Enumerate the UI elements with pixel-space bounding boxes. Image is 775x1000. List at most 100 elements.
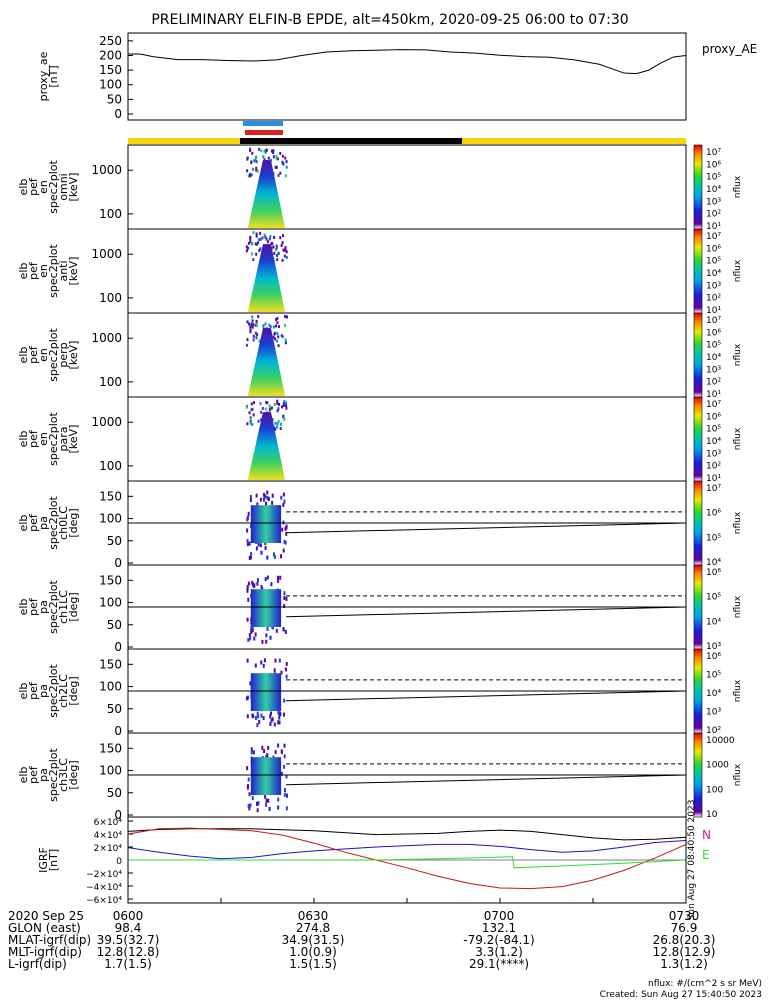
colorbar-tick-label: 10⁴ — [706, 269, 721, 279]
y-tick-label: 150 — [99, 489, 122, 503]
spectrogram-speckle — [251, 319, 254, 323]
spectrogram-speckle — [277, 805, 280, 810]
spectrogram-core — [250, 673, 282, 711]
spectrogram-speckle — [282, 403, 285, 407]
sunlight-bar-right — [462, 138, 686, 144]
spectrogram-speckle — [284, 629, 287, 634]
spectrogram-speckle — [279, 427, 282, 431]
y-tick-label: −4×10⁴ — [86, 883, 122, 893]
colorbar-tick-label: 10² — [706, 210, 721, 220]
spectrogram-speckle — [276, 399, 279, 403]
spectrogram-speckle — [283, 754, 286, 759]
y-axis-label: pef — [27, 261, 40, 280]
spectrogram-speckle — [246, 246, 249, 250]
spectrogram-speckle — [275, 628, 278, 633]
spectrogram-speckle — [246, 766, 249, 771]
spectrogram-speckle — [282, 548, 285, 553]
spectrogram-speckle — [253, 583, 256, 588]
y-axis-label: pef — [27, 513, 40, 532]
plot-frame — [127, 312, 687, 398]
colorbar-tick-label: 10⁷ — [706, 400, 721, 410]
y-axis-label: pef — [27, 765, 40, 784]
y-axis-label: elb — [17, 347, 30, 364]
spectrogram-speckle — [255, 319, 258, 323]
y-tick-label: 150 — [99, 741, 122, 755]
colorbar — [693, 648, 703, 734]
y-axis-label: [keV] — [67, 257, 80, 286]
spectrogram-speckle — [251, 628, 254, 633]
y-tick-label: 2×10⁴ — [94, 844, 123, 854]
spectrogram-speckle — [282, 248, 285, 252]
spectrogram-speckle — [283, 764, 286, 769]
footer-cell: 132.1 — [482, 921, 516, 935]
spectrogram-speckle — [249, 803, 252, 808]
spectrogram-speckle — [276, 157, 279, 161]
spectrogram-speckle — [255, 546, 258, 551]
footer-row-label: GLON (east) — [8, 921, 81, 935]
spectrogram-speckle — [286, 315, 289, 319]
spectrogram-speckle — [249, 636, 252, 641]
colorbar-tick-label: 10³ — [706, 708, 721, 718]
spectrogram-speckle — [277, 407, 280, 411]
spectrogram-speckle — [283, 499, 286, 504]
colorbar-tick-label: 10² — [706, 462, 721, 472]
y-axis-label: omni — [57, 173, 70, 200]
spectrogram-speckle — [278, 402, 281, 406]
spectrogram-speckle — [265, 798, 268, 803]
spectrogram-speckle — [263, 233, 266, 237]
spectrogram-speckle — [280, 670, 283, 675]
spectrogram-speckle — [262, 155, 265, 159]
y-axis-label: elb — [17, 263, 30, 280]
spectrogram-speckle — [267, 497, 270, 502]
footer-cell: 0730 — [669, 909, 700, 923]
y-tick-label: 100 — [99, 596, 122, 610]
spectrogram-speckle — [284, 401, 287, 405]
spectrogram-speckle — [274, 421, 277, 425]
spectrogram-speckle — [251, 582, 254, 587]
colorbar-label: nflux — [733, 343, 743, 366]
spectrogram-speckle — [285, 404, 288, 408]
spectrogram-speckle — [247, 777, 250, 782]
y-tick-label: 100 — [99, 291, 122, 305]
spectrogram-speckle — [275, 165, 278, 169]
spectrogram-speckle — [255, 322, 258, 326]
colorbar-tick-label: 10⁶ — [706, 652, 721, 662]
spectrogram-speckle — [275, 244, 278, 248]
y-tick-label: 1000 — [91, 415, 122, 429]
y-tick-label: 150 — [99, 657, 122, 671]
spectrogram-speckle — [259, 247, 262, 251]
colorbar-tick-label: 10⁷ — [706, 484, 721, 494]
spectrogram-speckle — [259, 402, 262, 406]
y-axis-label: ch0LC — [57, 506, 70, 540]
colorbar-tick-label: 100 — [706, 785, 723, 795]
spectrogram-speckle — [283, 539, 286, 544]
spectrogram-speckle — [271, 500, 274, 505]
colorbar-tick-label: 10⁷ — [706, 232, 721, 242]
spectrogram-speckle — [246, 542, 249, 547]
y-axis-label: ch1LC — [57, 590, 70, 624]
colorbar-tick-label: 10⁴ — [706, 185, 721, 195]
spectrogram-speckle — [257, 315, 260, 319]
colorbar-tick-label: 10⁶ — [706, 412, 721, 422]
spectrogram-speckle — [283, 743, 286, 748]
colorbar-tick-label: 10⁴ — [706, 353, 721, 363]
spectrogram-speckle — [271, 493, 274, 498]
footer-cell: 39.5(32.7) — [97, 933, 160, 947]
spectrogram-speckle — [284, 338, 287, 342]
spectrogram-speckle — [266, 401, 269, 405]
spectrogram-speckle — [248, 806, 251, 811]
loss-cone-solid — [286, 522, 687, 534]
y-axis-label: perp — [57, 342, 70, 367]
spectrogram-speckle — [252, 338, 255, 342]
colorbar — [693, 480, 703, 566]
spectrogram-speckle — [254, 331, 257, 335]
y-axis-label: anti — [57, 260, 70, 281]
footer-cell: 1.5(1.5) — [289, 957, 337, 971]
spectrogram-speckle — [260, 410, 263, 414]
spectrogram-speckle — [245, 249, 248, 253]
spectrogram-speckle — [249, 494, 252, 499]
spectrogram-speckle — [269, 711, 272, 716]
colorbar-tick-label: 10⁷ — [706, 316, 721, 326]
footer-cell: 98.4 — [115, 921, 142, 935]
